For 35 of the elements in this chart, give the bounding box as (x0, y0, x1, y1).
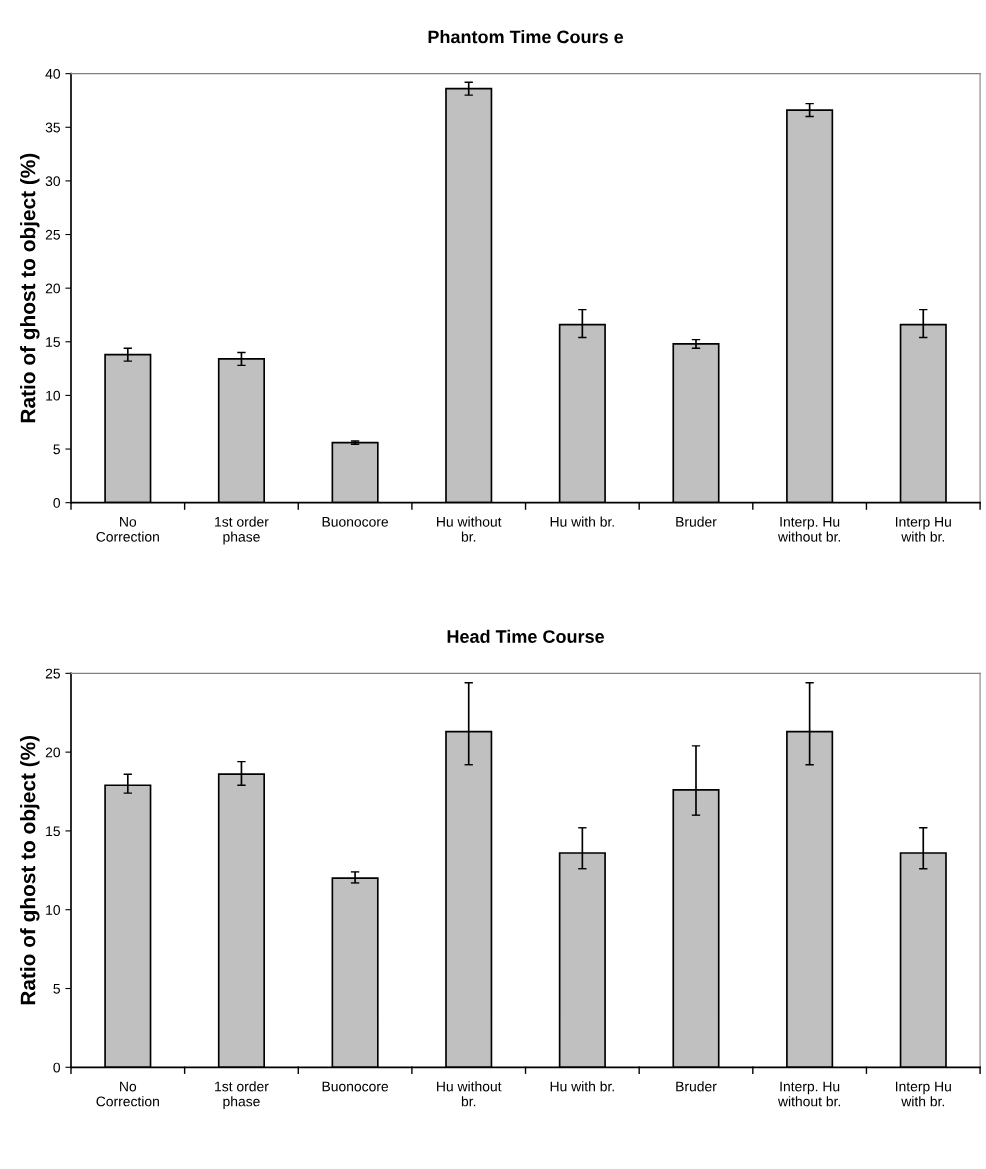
y-tick-label: 25 (45, 229, 60, 240)
x-tick-label: Interp. Hu without br. (777, 517, 841, 542)
x-tick-label: 1st order phase (215, 1081, 269, 1110)
y-tick-label: 5 (53, 444, 60, 455)
y-axis-title: Ratio of ghost to object (%) (20, 153, 40, 423)
y-tick-label: 0 (53, 1062, 61, 1073)
y-tick-label: 15 (46, 337, 60, 347)
x-tick-label: Buonocore (322, 1081, 389, 1092)
y-tick-label: 30 (45, 176, 61, 187)
y-tick-label: 20 (45, 283, 61, 294)
x-tick-label: Bruder (676, 516, 717, 527)
x-tick-label: 1st order phase (215, 516, 269, 545)
x-tick-label: No Correction (96, 517, 159, 542)
x-tick-label: No Correction (96, 1081, 159, 1107)
x-tick-label: Hu with br. (550, 516, 614, 527)
y-tick-label: 0 (53, 498, 61, 508)
y-tick-label: 35 (45, 122, 60, 133)
y-tick-label: 10 (46, 905, 61, 915)
chart-title: Head Time Course (447, 629, 605, 643)
x-tick-label: Buonocore (322, 517, 389, 527)
x-tick-label: Hu without br. (437, 516, 502, 542)
y-axis-title: Ratio of ghost to object (%) (20, 735, 40, 1005)
y-tick-label: 15 (46, 826, 60, 837)
chart-title: Phantom Time Cours e (428, 30, 624, 44)
x-tick-label: Interp Hu with br. (895, 1081, 951, 1107)
x-tick-label: Bruder (676, 1081, 717, 1092)
x-tick-label: Interp Hu with br. (895, 517, 951, 542)
x-tick-label: Hu with br. (550, 1081, 614, 1092)
y-tick-label: 40 (45, 68, 61, 79)
x-tick-label: Hu without br. (437, 1081, 502, 1107)
y-tick-label: 10 (46, 390, 61, 401)
y-tick-label: 25 (45, 668, 60, 679)
x-tick-label: Interp. Hu without br. (777, 1081, 841, 1107)
y-tick-label: 20 (45, 747, 61, 758)
y-tick-label: 5 (53, 983, 60, 994)
